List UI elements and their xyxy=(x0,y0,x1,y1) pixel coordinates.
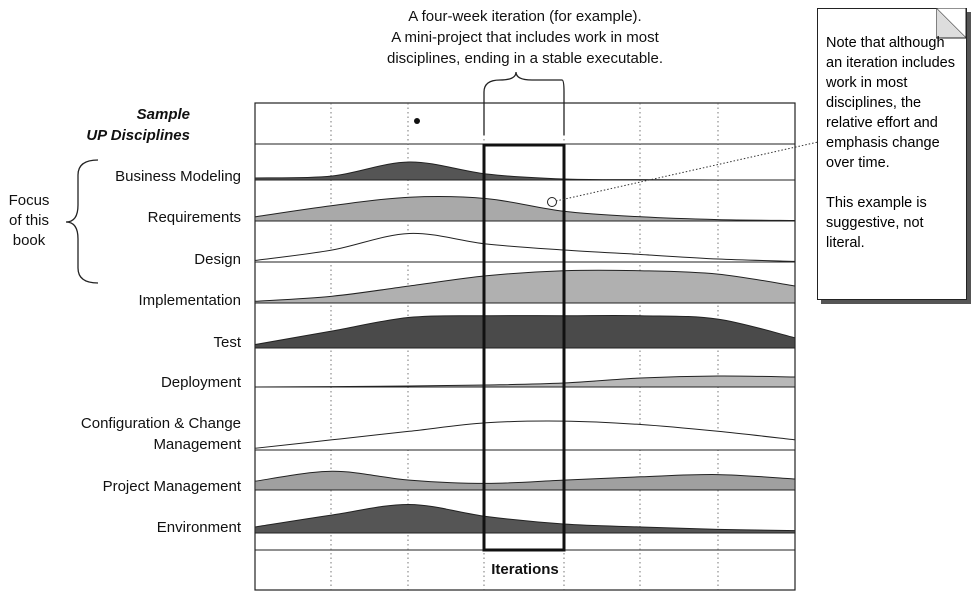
note-paragraph-2: This example is suggestive, not literal. xyxy=(826,195,927,251)
iterations-label: Iterations xyxy=(491,561,559,578)
effort-curve xyxy=(254,269,796,304)
heading-line-2: UP Disciplines xyxy=(86,127,190,144)
note-text: Note that although an iteration includes… xyxy=(826,33,964,273)
effort-curve xyxy=(254,375,796,388)
header-mark xyxy=(414,118,420,124)
effort-curve xyxy=(254,232,796,263)
note-pointer-line xyxy=(555,141,819,202)
discipline-label-environment: Environment xyxy=(156,519,241,536)
focus-label: Focus of this book xyxy=(0,191,58,251)
disciplines-heading: Sample UP Disciplines xyxy=(60,104,190,146)
focus-line-2: of this xyxy=(8,212,50,229)
effort-curve xyxy=(254,161,796,181)
discipline-label-implementation: Implementation xyxy=(138,292,241,309)
effort-curve xyxy=(254,420,796,451)
note-pointer-circle xyxy=(547,197,557,207)
discipline-label-deployment: Deployment xyxy=(160,374,241,391)
discipline-label-requirements: Requirements xyxy=(147,209,241,226)
iteration-brace xyxy=(483,71,565,135)
note-box: Note that although an iteration includes… xyxy=(817,8,967,300)
iteration-callout: A four-week iteration (for example). A m… xyxy=(360,6,690,69)
effort-curve xyxy=(254,314,796,349)
discipline-label-business-modeling: Business Modeling xyxy=(115,168,241,185)
note-paragraph-1: Note that although an iteration includes… xyxy=(826,35,955,171)
heading-line-1: Sample xyxy=(136,106,190,123)
discipline-label-design: Design xyxy=(194,251,241,268)
discipline-label-config-line-1: Configuration & Change xyxy=(80,415,241,432)
callout-line-1: A four-week iteration (for example). xyxy=(408,8,642,25)
callout-line-3: disciplines, ending in a stable executab… xyxy=(386,50,663,67)
focus-line-3: book xyxy=(12,232,46,249)
effort-curve xyxy=(254,196,796,222)
callout-line-2: A mini-project that includes work in mos… xyxy=(391,29,659,46)
note-dogear-icon xyxy=(936,8,967,40)
discipline-label-project-management: Project Management xyxy=(102,478,241,495)
focus-line-1: Focus xyxy=(8,192,50,209)
effort-curve xyxy=(254,503,796,534)
effort-curve xyxy=(254,470,796,491)
discipline-label-test: Test xyxy=(213,334,241,351)
discipline-label-config-line-2: Management xyxy=(153,436,241,453)
focus-brace xyxy=(65,159,99,284)
iteration-highlight-box xyxy=(482,143,566,552)
